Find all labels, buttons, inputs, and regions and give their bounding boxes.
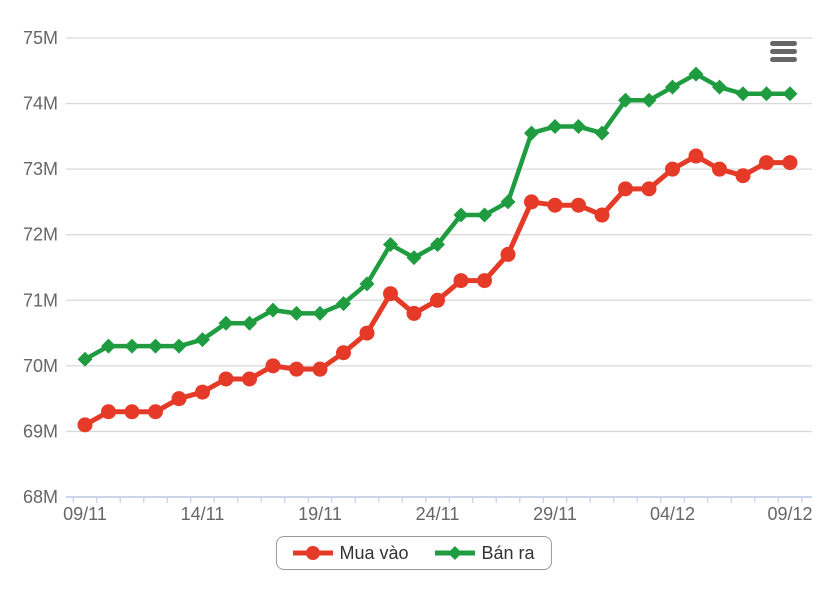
x-axis-label: 24/11	[416, 504, 460, 524]
series-1-marker[interactable]	[148, 338, 163, 354]
hamburger-menu-icon	[770, 41, 797, 46]
x-axis-label: 29/11	[533, 504, 577, 524]
legend-diamond-marker	[447, 546, 462, 560]
series-0-marker[interactable]	[124, 404, 140, 420]
series-0-marker[interactable]	[312, 361, 328, 377]
series-0-marker[interactable]	[148, 404, 163, 420]
y-axis-label: 73M	[23, 159, 58, 179]
series-1-marker[interactable]	[406, 250, 422, 266]
y-axis-label: 70M	[23, 356, 58, 376]
series-1-marker[interactable]	[195, 332, 210, 348]
x-axis-label: 14/11	[181, 504, 225, 524]
series-0-marker[interactable]	[383, 286, 398, 302]
series-1-marker[interactable]	[124, 338, 140, 354]
x-axis-label: 04/12	[650, 504, 695, 524]
hamburger-menu-icon	[770, 49, 797, 54]
series-1-marker[interactable]	[547, 119, 563, 135]
series-1-marker[interactable]	[430, 237, 445, 253]
legend-item-label: Bán ra	[481, 543, 535, 563]
series-0-marker[interactable]	[782, 155, 798, 171]
legend-marker-diamond-icon	[434, 546, 475, 560]
series-0-marker[interactable]	[524, 194, 539, 210]
series-0-marker[interactable]	[477, 273, 492, 289]
series-1-marker[interactable]	[759, 86, 774, 102]
chart-legend: Mua vào Bán ra	[275, 536, 552, 570]
series-0-marker[interactable]	[289, 361, 304, 377]
series-0-marker[interactable]	[759, 155, 774, 171]
series-0-marker[interactable]	[594, 207, 610, 223]
chart-context-menu-button[interactable]	[770, 41, 797, 62]
series-1-marker[interactable]	[265, 302, 281, 318]
series-1-marker[interactable]	[336, 296, 351, 312]
series-0-marker[interactable]	[735, 168, 751, 184]
series-0-marker[interactable]	[547, 197, 563, 213]
series-0-marker[interactable]	[359, 325, 375, 341]
y-axis-label: 74M	[23, 94, 58, 114]
series-1-marker[interactable]	[77, 351, 93, 367]
series-1-marker[interactable]	[524, 125, 539, 141]
x-axis-label: 09/12	[767, 504, 812, 524]
series-0-marker[interactable]	[500, 246, 516, 262]
y-axis-label: 72M	[23, 225, 58, 245]
series-0-marker[interactable]	[218, 371, 234, 387]
series-1-marker[interactable]	[641, 92, 657, 108]
series-0-marker[interactable]	[406, 305, 422, 321]
series-0-marker[interactable]	[242, 371, 257, 387]
series-line-1	[82, 71, 793, 362]
series-0-marker[interactable]	[688, 148, 704, 164]
series-0-marker[interactable]	[336, 345, 351, 361]
series-0-marker[interactable]	[171, 391, 187, 407]
series-1-marker[interactable]	[171, 338, 187, 354]
hamburger-menu-icon	[770, 57, 797, 62]
series-0-marker[interactable]	[618, 181, 633, 197]
series-1-marker[interactable]	[383, 237, 398, 253]
series-0-marker[interactable]	[571, 197, 586, 213]
y-axis-label: 68M	[23, 487, 58, 507]
series-1-marker[interactable]	[665, 79, 680, 95]
legend-marker-circle-icon	[292, 546, 333, 560]
series-1-marker[interactable]	[477, 207, 492, 223]
series-0-marker[interactable]	[453, 273, 469, 289]
x-axis-label: 09/11	[63, 504, 107, 524]
x-axis-label: 19/11	[298, 504, 342, 524]
series-1-marker[interactable]	[289, 305, 304, 321]
series-1-marker[interactable]	[312, 305, 328, 321]
series-1-marker[interactable]	[242, 315, 257, 331]
series-1-marker[interactable]	[359, 276, 375, 292]
series-1-marker[interactable]	[500, 194, 516, 210]
series-1-marker[interactable]	[735, 86, 751, 102]
series-0-marker[interactable]	[77, 417, 93, 433]
series-line-0	[82, 153, 793, 428]
legend-item-label: Mua vào	[339, 543, 409, 563]
series-0-marker[interactable]	[665, 161, 680, 177]
series-0-marker[interactable]	[641, 181, 657, 197]
series-0-marker[interactable]	[101, 404, 116, 420]
series-1-marker[interactable]	[782, 86, 798, 102]
y-axis-label: 69M	[23, 421, 58, 441]
legend-circle-marker	[305, 546, 320, 560]
series-1-marker[interactable]	[571, 119, 586, 135]
series-0-marker[interactable]	[195, 384, 210, 400]
legend-item-mua-vao[interactable]: Mua vào	[292, 541, 409, 565]
series-1-marker[interactable]	[688, 66, 704, 82]
series-1-marker[interactable]	[594, 125, 610, 141]
series-0-marker[interactable]	[712, 161, 727, 177]
series-0-marker[interactable]	[430, 292, 445, 308]
series-1-marker[interactable]	[618, 92, 633, 108]
series-0-marker[interactable]	[265, 358, 281, 374]
y-axis-label: 71M	[23, 290, 58, 310]
series-1-marker[interactable]	[218, 315, 234, 331]
legend-item-ban-ra[interactable]: Bán ra	[434, 541, 535, 565]
series-1-marker[interactable]	[101, 338, 116, 354]
series-1-marker[interactable]	[712, 79, 727, 95]
y-axis-label: 75M	[23, 28, 58, 48]
series-1-marker[interactable]	[453, 207, 469, 223]
